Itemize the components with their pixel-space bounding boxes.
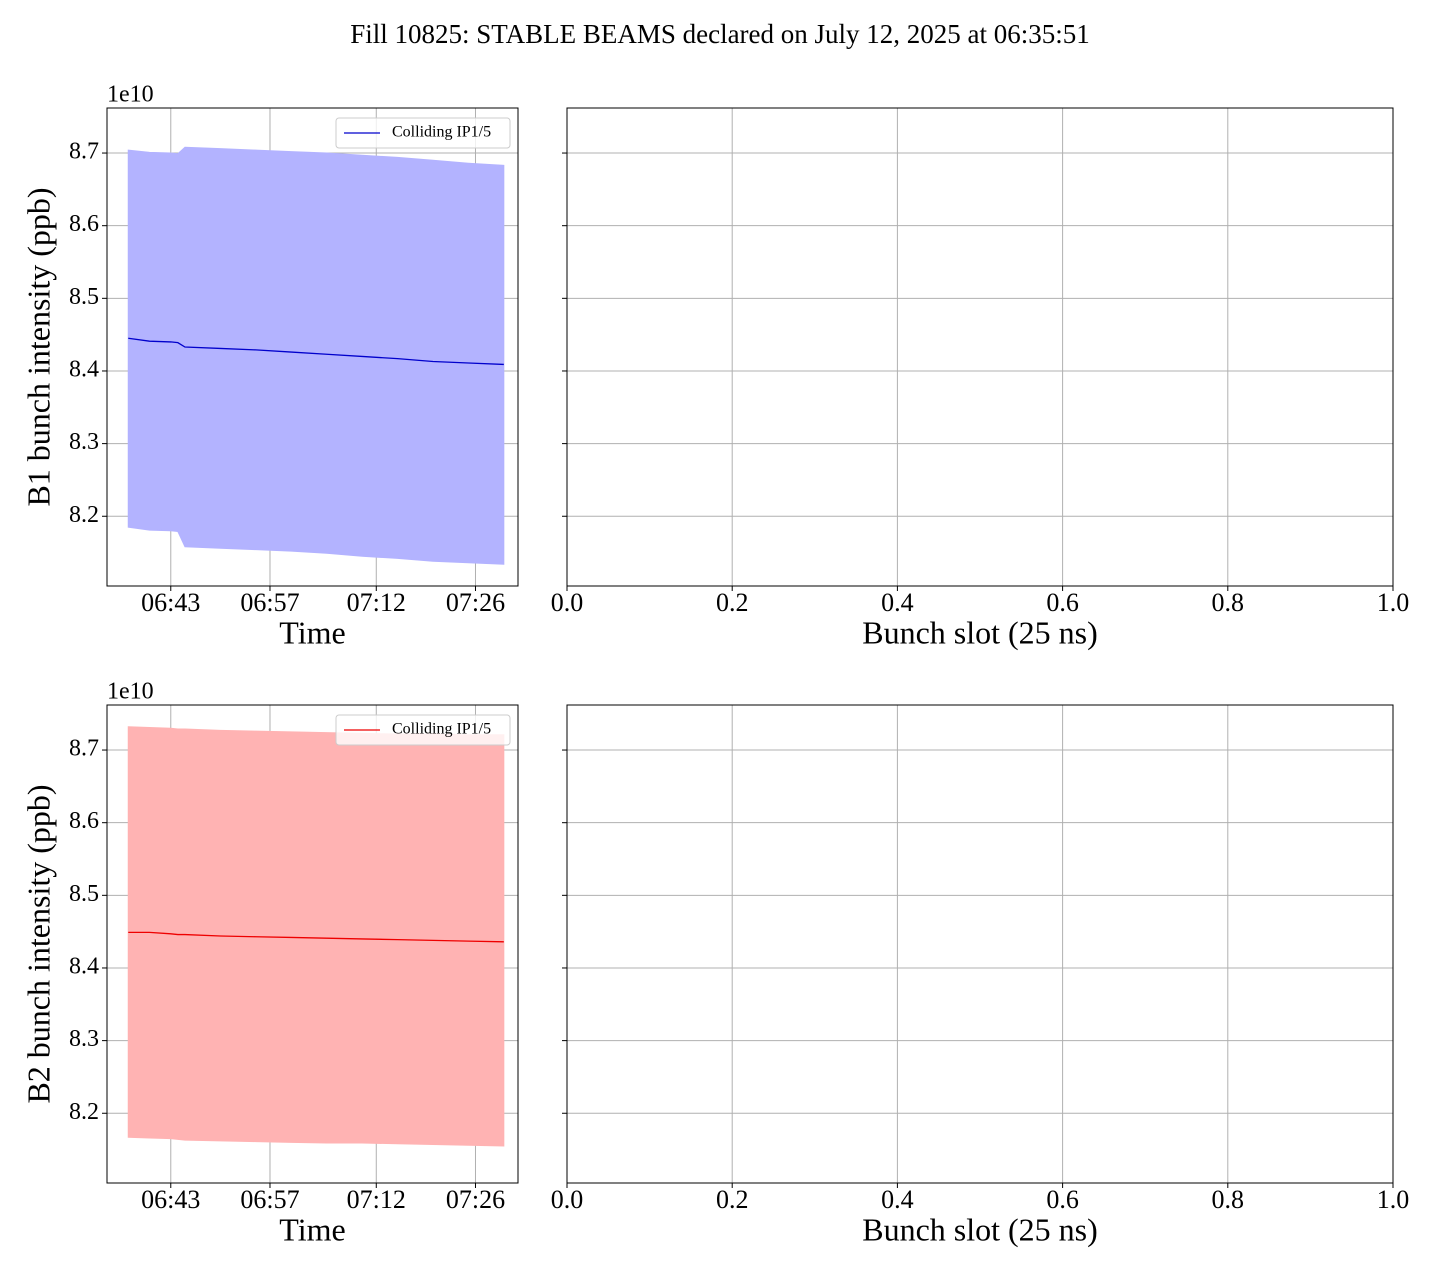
y-tick-label: 8.7 (69, 139, 99, 165)
x-tick-label: 1.0 (1377, 1185, 1410, 1214)
y-tick-label: 8.4 (69, 953, 99, 979)
x-axis-label: Time (279, 614, 345, 650)
y-tick-label: 8.2 (69, 1099, 99, 1125)
x-tick-label: 0.6 (1046, 1185, 1079, 1214)
band (127, 726, 505, 1147)
y-tick-label: 8.6 (69, 211, 99, 237)
y-tick-label: 8.4 (69, 356, 99, 382)
plot-frame (106, 107, 519, 587)
x-tick-label: 0.8 (1212, 588, 1245, 617)
legend-box (335, 117, 511, 149)
line (128, 931, 504, 943)
x-axis-label: Bunch slot (25 ns) (862, 614, 1098, 650)
x-axis-label: Bunch slot (25 ns) (862, 1211, 1098, 1247)
x-tick-label: 0.0 (551, 588, 584, 617)
figure-title: Fill 10825: STABLE BEAMS declared on Jul… (350, 19, 1090, 49)
band (127, 146, 505, 565)
x-tick-label: 07:12 (347, 1185, 406, 1214)
legend-label: Colliding IP1/5 (392, 721, 491, 738)
y-tick-label: 8.6 (69, 808, 99, 834)
y-offset-label: 1e10 (107, 82, 154, 108)
x-tick-label: 07:12 (347, 588, 406, 617)
x-tick-label: 0.2 (716, 588, 749, 617)
legend-label: Colliding IP1/5 (392, 124, 491, 141)
legend-box (335, 714, 511, 746)
x-tick-label: 1.0 (1377, 588, 1410, 617)
line (128, 337, 504, 366)
y-tick-label: 8.3 (69, 429, 99, 455)
y-tick-label: 8.3 (69, 1026, 99, 1052)
y-tick-label: 8.5 (69, 881, 99, 907)
plot-frame (566, 107, 1394, 587)
x-tick-label: 0.8 (1212, 1185, 1245, 1214)
y-offset-label: 1e10 (107, 679, 154, 705)
y-axis-label: B1 bunch intensity (ppb) (20, 187, 56, 506)
x-tick-label: 06:43 (141, 1185, 200, 1214)
x-tick-label: 0.4 (881, 1185, 914, 1214)
x-tick-label: 07:26 (446, 588, 505, 617)
x-tick-label: 0.0 (551, 1185, 584, 1214)
plot-frame (106, 704, 519, 1184)
y-tick-label: 8.2 (69, 502, 99, 528)
x-tick-label: 0.6 (1046, 588, 1079, 617)
y-tick-label: 8.5 (69, 284, 99, 310)
y-tick-label: 8.7 (69, 736, 99, 762)
x-tick-label: 06:57 (240, 1185, 299, 1214)
x-tick-label: 0.2 (716, 1185, 749, 1214)
x-axis-label: Time (279, 1211, 345, 1247)
plot-frame (566, 704, 1394, 1184)
x-tick-label: 06:57 (240, 588, 299, 617)
x-tick-label: 07:26 (446, 1185, 505, 1214)
x-tick-label: 06:43 (141, 588, 200, 617)
x-tick-label: 0.4 (881, 588, 914, 617)
y-axis-label: B2 bunch intensity (ppb) (20, 784, 56, 1103)
